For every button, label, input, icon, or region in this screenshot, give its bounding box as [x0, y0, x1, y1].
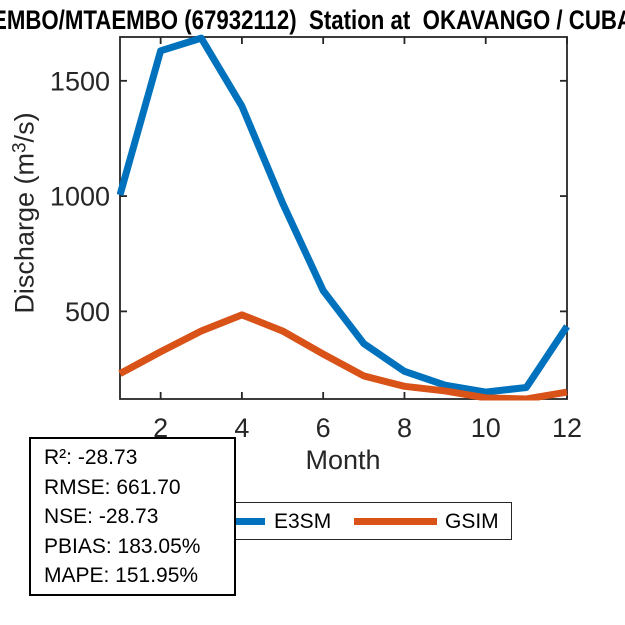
legend-line-sample-gsim	[354, 518, 437, 525]
x-tick-label: 12	[552, 413, 582, 443]
stat-nse: NSE: -28.73	[44, 505, 159, 528]
x-tick-label: 2	[153, 413, 168, 443]
stats-box: R²: -28.73 RMSE: 661.70 NSE: -28.73 PBIA…	[29, 437, 236, 596]
x-tick-label: 10	[471, 413, 501, 443]
y-tick-label: 500	[65, 297, 110, 327]
e3sm-line	[117, 34, 570, 396]
stat-r2: R²: -28.73	[44, 446, 138, 469]
stat-mape: MAPE: 151.95%	[44, 564, 199, 587]
x-tick-label: 6	[316, 413, 331, 443]
x-axis-label: Month	[305, 445, 381, 475]
y-axis-label: Discharge (m3/s)	[9, 112, 40, 314]
x-tick-label: 8	[397, 413, 412, 443]
plot-border	[119, 36, 568, 400]
stat-pbias: PBIAS: 183.05%	[44, 534, 201, 558]
legend-label-gsim: GSIM	[445, 510, 499, 533]
legend-label-e3sm: E3SM	[274, 510, 332, 533]
chart-title: EMBO/MTAEMBO (67932112) Station at OKAVA…	[0, 5, 625, 35]
gsim-line	[118, 311, 568, 401]
ylabel-superscript: 3	[9, 142, 31, 154]
y-tick-label: 1500	[50, 66, 110, 96]
x-tick-label: 4	[234, 413, 249, 443]
stat-rmse: RMSE: 661.70	[44, 475, 181, 499]
y-tick-label: 1000	[50, 182, 110, 212]
